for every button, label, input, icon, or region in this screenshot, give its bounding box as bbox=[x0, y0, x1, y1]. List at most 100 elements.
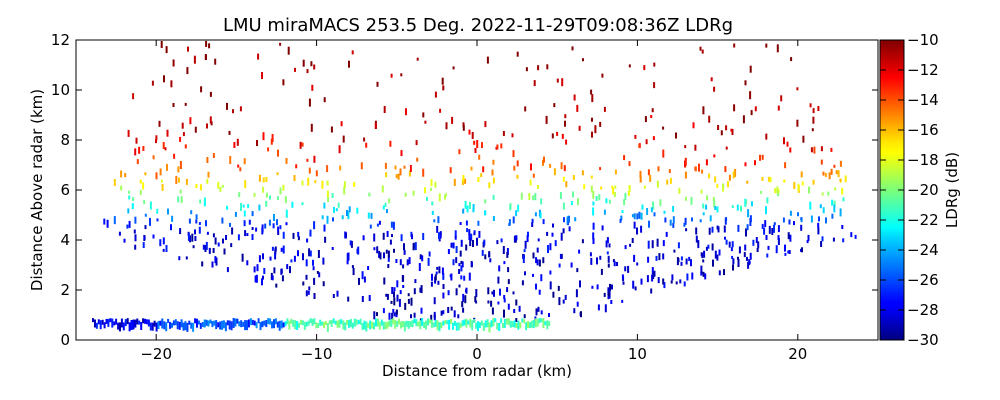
radar-cell bbox=[675, 132, 677, 139]
melting-layer-cell bbox=[284, 321, 287, 327]
radar-cell bbox=[672, 205, 675, 212]
melting-layer-cell bbox=[142, 318, 145, 324]
radar-cell bbox=[191, 233, 194, 242]
radar-cell bbox=[561, 78, 564, 87]
radar-cell bbox=[549, 163, 552, 168]
radar-cell bbox=[745, 228, 747, 237]
radar-cell bbox=[418, 263, 421, 271]
melting-layer-cell bbox=[269, 318, 272, 325]
radar-cell bbox=[438, 232, 440, 240]
radar-cell bbox=[761, 154, 764, 160]
radar-cell bbox=[731, 241, 734, 248]
melting-layer-cell bbox=[392, 318, 395, 325]
radar-cell bbox=[331, 247, 334, 250]
radar-cell bbox=[765, 43, 768, 48]
radar-cell bbox=[684, 157, 687, 166]
radar-cell bbox=[402, 264, 405, 269]
radar-cell bbox=[817, 227, 820, 235]
melting-layer-cell bbox=[230, 321, 233, 331]
melting-layer-cell bbox=[251, 319, 254, 325]
radar-cell bbox=[624, 192, 627, 200]
radar-cell bbox=[725, 239, 728, 245]
radar-cell bbox=[159, 168, 162, 176]
melting-layer-cell bbox=[271, 321, 273, 329]
melting-layer-cell bbox=[169, 321, 171, 329]
radar-cell bbox=[631, 214, 634, 218]
radar-cell bbox=[160, 41, 163, 48]
melting-layer-cell bbox=[461, 320, 464, 327]
melting-layer-cell bbox=[511, 321, 514, 328]
radar-cell bbox=[330, 126, 333, 133]
melting-layer-cell bbox=[305, 321, 308, 327]
radar-cell bbox=[411, 234, 413, 240]
melting-layer-cell bbox=[371, 321, 374, 329]
melting-layer-cell bbox=[130, 320, 133, 330]
melting-layer-cell bbox=[344, 322, 347, 331]
radar-cell bbox=[246, 233, 249, 236]
radar-cell bbox=[331, 193, 334, 198]
radar-cell bbox=[310, 123, 313, 132]
radar-cell bbox=[557, 285, 560, 291]
radar-cell bbox=[302, 281, 305, 286]
radar-cell bbox=[728, 241, 731, 248]
radar-cell bbox=[777, 238, 780, 245]
melting-layer-cell bbox=[415, 319, 418, 327]
radar-cell bbox=[613, 192, 616, 197]
x-tick-label: −20 bbox=[140, 345, 172, 363]
radar-cell bbox=[274, 246, 277, 252]
radar-cell bbox=[535, 308, 538, 316]
melting-layer-cell bbox=[224, 322, 227, 332]
radar-cell bbox=[736, 204, 739, 211]
radar-cell bbox=[749, 91, 752, 100]
radar-cell bbox=[471, 132, 474, 139]
radar-cell bbox=[775, 245, 778, 254]
radar-cell bbox=[217, 181, 220, 189]
radar-cell bbox=[640, 212, 643, 220]
radar-cell bbox=[247, 204, 250, 209]
radar-cell bbox=[793, 182, 796, 189]
radar-cell bbox=[464, 295, 467, 304]
radar-cell bbox=[405, 108, 407, 116]
melting-layer-cell bbox=[280, 320, 283, 329]
colorbar-tick-label: −28 bbox=[907, 301, 939, 319]
radar-cell bbox=[492, 194, 495, 200]
melting-layer-cell bbox=[507, 318, 510, 326]
radar-cell bbox=[537, 185, 539, 189]
radar-cell bbox=[244, 180, 247, 189]
radar-cell bbox=[580, 311, 582, 318]
radar-cell bbox=[755, 237, 758, 243]
melting-layer-cell bbox=[494, 318, 497, 323]
radar-cell bbox=[332, 294, 335, 298]
radar-cell bbox=[226, 267, 229, 273]
radar-cell bbox=[385, 249, 388, 254]
radar-cell bbox=[503, 295, 506, 299]
melting-layer-cell bbox=[213, 320, 216, 326]
radar-cell bbox=[701, 253, 704, 259]
radar-cell bbox=[408, 257, 411, 265]
melting-layer-cell bbox=[95, 322, 98, 329]
radar-cell bbox=[653, 270, 656, 277]
melting-layer-cell bbox=[380, 319, 383, 326]
radar-cell bbox=[592, 207, 595, 216]
radar-cell bbox=[725, 146, 728, 150]
radar-cell bbox=[565, 139, 568, 145]
radar-cell bbox=[801, 247, 803, 253]
radar-cell bbox=[566, 217, 569, 225]
radar-cell bbox=[701, 169, 704, 174]
radar-cell bbox=[106, 219, 109, 228]
melting-layer-cell bbox=[205, 319, 208, 326]
radar-cell bbox=[358, 277, 360, 285]
melting-layer-cell bbox=[209, 319, 212, 324]
radar-cell bbox=[159, 239, 162, 247]
radar-cell bbox=[542, 159, 544, 166]
radar-cell bbox=[449, 274, 452, 278]
radar-cell bbox=[653, 62, 656, 67]
melting-layer-cell bbox=[452, 322, 454, 330]
radar-cell bbox=[724, 236, 726, 240]
radar-cell bbox=[638, 143, 641, 148]
radar-cell bbox=[179, 136, 182, 142]
radar-cell bbox=[831, 199, 834, 206]
radar-cell bbox=[543, 156, 545, 163]
radar-cell bbox=[528, 192, 531, 200]
melting-layer-cell bbox=[521, 318, 524, 323]
